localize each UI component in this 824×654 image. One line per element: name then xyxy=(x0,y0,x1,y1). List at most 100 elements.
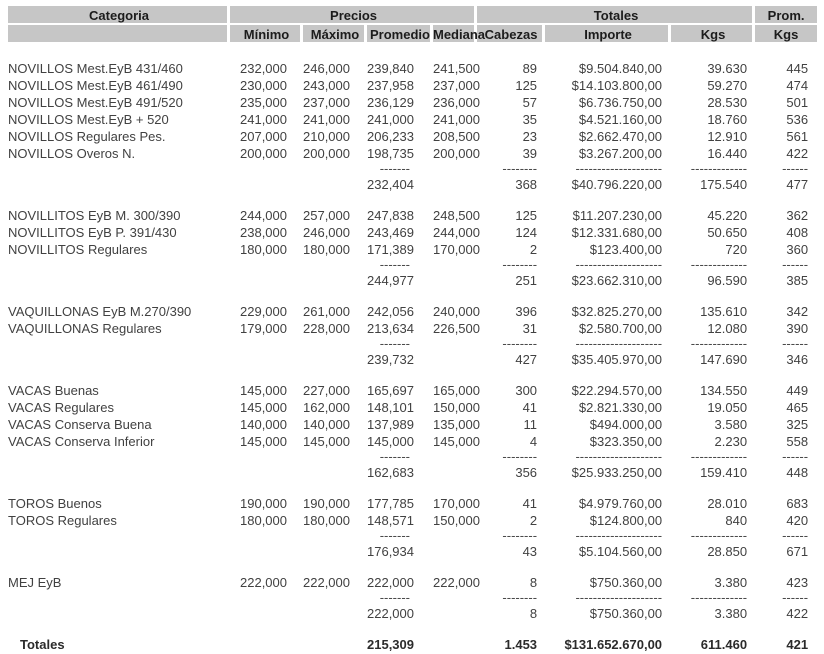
promedio-cell: 232,404 xyxy=(367,177,414,192)
separator-row: ------- -------- -------------------- -----… xyxy=(8,258,817,272)
promedio-cell: 148,571 xyxy=(367,513,414,528)
importe-cell: $323.350,00 xyxy=(589,434,663,449)
category-cell: NOVILLITOS Regulares xyxy=(8,242,148,257)
cabezas-cell: 356 xyxy=(515,465,538,480)
header-maximo: Máximo xyxy=(303,25,367,44)
promedio-cell: 213,634 xyxy=(367,321,414,336)
category-cell xyxy=(8,258,230,272)
kgs-cell: 3.580 xyxy=(714,417,748,432)
mediana-cell xyxy=(433,529,477,543)
maximo-cell xyxy=(303,351,367,368)
table-header: Categoria Precios Totales Prom. Mínimo M… xyxy=(8,6,818,44)
importe-cell: $494.000,00 xyxy=(589,417,663,432)
prom-kgs-cell: 422 xyxy=(786,606,809,621)
cabezas-cell: 8 xyxy=(529,606,538,621)
minimo-cell: 140,000 xyxy=(240,417,287,432)
table-row: TOROS Regulares 180,000 180,000 148,571 150,… xyxy=(8,512,817,529)
kgs-cell: 611.460 xyxy=(700,637,748,652)
kgs-cell: 19.050 xyxy=(707,400,748,415)
kgs-cell: ------------- xyxy=(690,528,748,543)
cabezas-cell: -------- xyxy=(502,257,538,272)
cabezas-cell: 39 xyxy=(522,146,538,161)
table-row: MEJ EyB 222,000 222,000 222,000 222,000 8 $750… xyxy=(8,574,817,591)
category-cell: NOVILLOS Regulares Pes. xyxy=(8,129,166,144)
importe-cell: $40.796.220,00 xyxy=(571,177,663,192)
minimo-cell xyxy=(230,450,303,464)
maximo-cell: 200,000 xyxy=(303,146,350,161)
kgs-cell: 18.760 xyxy=(707,112,748,127)
mediana-cell: 150,000 xyxy=(433,400,480,415)
minimo-cell: 180,000 xyxy=(240,242,287,257)
importe-cell: $9.504.840,00 xyxy=(578,61,663,76)
maximo-cell xyxy=(303,529,367,543)
prom-kgs-cell: 449 xyxy=(786,383,809,398)
maximo-cell xyxy=(303,337,367,351)
maximo-cell: 190,000 xyxy=(303,496,350,511)
minimo-cell xyxy=(230,272,303,289)
cabezas-cell: 23 xyxy=(522,129,538,144)
header-mediana: Mediana xyxy=(433,25,486,44)
promedio-cell: 165,697 xyxy=(367,383,414,398)
table-row: NOVILLOS Overos N. 200,000 200,000 198,735 2… xyxy=(8,145,817,162)
mediana-cell: 200,000 xyxy=(433,146,480,161)
minimo-cell: 229,000 xyxy=(240,304,287,319)
prom-kgs-cell: 558 xyxy=(786,434,809,449)
maximo-cell: 145,000 xyxy=(303,434,350,449)
mediana-cell: 145,000 xyxy=(433,434,480,449)
subtotal-row: 232,404 368 $40.796.220,00 175.540 477 xyxy=(8,176,817,193)
kgs-cell: ------------- xyxy=(690,449,748,464)
minimo-cell: 145,000 xyxy=(240,434,287,449)
spacer-cell xyxy=(8,481,817,495)
cabezas-cell: -------- xyxy=(502,590,538,605)
mediana-cell xyxy=(433,351,477,368)
table-row: NOVILLOS Mest.EyB 461/490 230,000 243,000 2… xyxy=(8,77,817,94)
header-cabezas: Cabezas xyxy=(477,25,546,44)
importe-cell: $32.825.270,00 xyxy=(571,304,663,319)
importe-cell: $750.360,00 xyxy=(589,575,663,590)
spacer-cell xyxy=(8,622,817,636)
minimo-cell xyxy=(230,176,303,193)
prom-kgs-cell: 420 xyxy=(786,513,809,528)
mediana-cell: 244,000 xyxy=(433,225,480,240)
category-cell xyxy=(8,529,230,543)
kgs-cell: 720 xyxy=(725,242,748,257)
minimo-cell xyxy=(230,605,303,622)
category-cell: NOVILLOS Mest.EyB 491/520 xyxy=(8,95,183,110)
promedio-cell: 242,056 xyxy=(367,304,414,319)
separator-row: ------- -------- -------------------- -----… xyxy=(8,450,817,464)
promedio-cell: 177,785 xyxy=(367,496,414,511)
promedio-cell: ------- xyxy=(379,161,410,176)
promedio-cell: 244,977 xyxy=(367,273,414,288)
cabezas-cell: 43 xyxy=(522,544,538,559)
prom-kgs-cell: ------ xyxy=(782,257,809,272)
category-cell: VAQUILLONAS EyB M.270/390 xyxy=(8,304,192,319)
price-report-table: Categoria Precios Totales Prom. Mínimo M… xyxy=(8,6,818,653)
spacer-row xyxy=(8,368,817,382)
importe-cell: $4.521.160,00 xyxy=(578,112,663,127)
maximo-cell: 140,000 xyxy=(303,417,350,432)
category-cell xyxy=(8,272,230,289)
cabezas-cell: 2 xyxy=(529,242,538,257)
minimo-cell: 179,000 xyxy=(240,321,287,336)
mediana-cell xyxy=(433,272,477,289)
mediana-cell xyxy=(433,591,477,605)
prom-kgs-cell: 536 xyxy=(786,112,809,127)
maximo-cell: 210,000 xyxy=(303,129,350,144)
header-group-row: Categoria Precios Totales Prom. xyxy=(8,6,818,25)
kgs-cell: 96.590 xyxy=(707,273,748,288)
prom-kgs-cell: 390 xyxy=(786,321,809,336)
minimo-cell: 241,000 xyxy=(240,112,287,127)
cabezas-cell: 57 xyxy=(522,95,538,110)
cabezas-cell: -------- xyxy=(502,528,538,543)
promedio-cell: 243,469 xyxy=(367,225,414,240)
prom-kgs-cell: 385 xyxy=(786,273,809,288)
prom-kgs-cell: 477 xyxy=(786,177,809,192)
cabezas-cell: 396 xyxy=(515,304,538,319)
promedio-cell: 247,838 xyxy=(367,208,414,223)
importe-cell: $3.267.200,00 xyxy=(578,146,663,161)
table-row: VACAS Conserva Buena 140,000 140,000 137,98… xyxy=(8,416,817,433)
importe-cell: $131.652.670,00 xyxy=(564,637,663,652)
mediana-cell xyxy=(433,258,477,272)
maximo-cell: 261,000 xyxy=(303,304,350,319)
cabezas-cell: 35 xyxy=(522,112,538,127)
